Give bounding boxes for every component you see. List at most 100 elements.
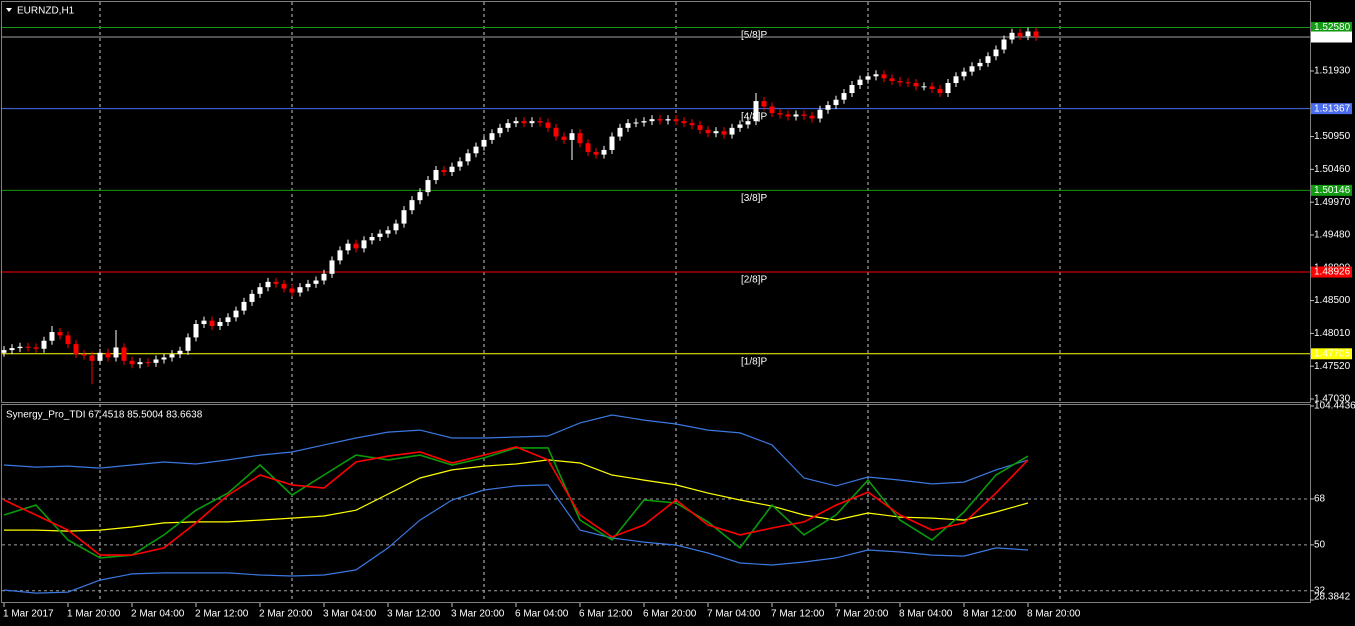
y-tick-label: 1.50460 xyxy=(1314,164,1351,175)
candle-body xyxy=(985,56,991,63)
menu-arrow[interactable] xyxy=(6,8,12,12)
indicator-line xyxy=(3,484,1029,594)
candle-body xyxy=(977,62,983,67)
x-tick-label: 2 Mar 04:00 xyxy=(131,609,185,620)
candle-body xyxy=(201,320,207,325)
candle-body xyxy=(841,93,847,100)
candle-body xyxy=(369,236,375,241)
candle-body xyxy=(625,123,631,128)
candle-body xyxy=(777,113,783,115)
candle-body xyxy=(497,127,503,134)
candle-body xyxy=(505,123,511,128)
level-name: [1/8]P xyxy=(741,356,767,367)
level-box-label: 1.48926 xyxy=(1314,267,1351,278)
candle-body xyxy=(529,121,535,124)
candle-body xyxy=(809,115,815,119)
y-tick-label: 68 xyxy=(1314,494,1326,505)
candle-body xyxy=(249,293,255,302)
y-tick-label: 1.48010 xyxy=(1314,328,1351,339)
x-tick-label: 1 Mar 2017 xyxy=(3,609,54,620)
y-tick-label: 50 xyxy=(1314,540,1326,551)
candle-body xyxy=(569,133,575,140)
candle-body xyxy=(129,360,135,365)
candle-body xyxy=(9,348,15,351)
candle-body xyxy=(393,223,399,231)
indicator-line xyxy=(3,446,1029,556)
level-box xyxy=(1311,348,1352,360)
candle-body xyxy=(257,287,263,294)
level-box xyxy=(1311,266,1352,278)
candle-body xyxy=(457,161,463,167)
candle-body xyxy=(1033,31,1039,38)
candle-body xyxy=(801,114,807,116)
candle-body xyxy=(321,273,327,281)
candle-body xyxy=(849,85,855,94)
candle-body xyxy=(41,340,47,349)
candle-body xyxy=(761,101,767,107)
candle-body xyxy=(673,119,679,122)
candle-body xyxy=(105,352,111,358)
y-tick-label: 1.49480 xyxy=(1314,230,1351,241)
candle-body xyxy=(481,139,487,147)
candle-body xyxy=(793,114,799,117)
candle-body xyxy=(681,121,687,124)
x-tick-label: 8 Mar 20:00 xyxy=(1027,609,1081,620)
level-box-label: 1.47705 xyxy=(1314,348,1351,359)
candle-body xyxy=(217,321,223,327)
candle-body xyxy=(177,350,183,355)
x-tick-label: 6 Mar 12:00 xyxy=(579,609,633,620)
candle-body xyxy=(281,283,287,289)
candle-body xyxy=(537,121,543,123)
candle-body xyxy=(377,233,383,237)
current-price-box xyxy=(1311,31,1352,43)
candle-body xyxy=(601,149,607,155)
candle-body xyxy=(785,114,791,117)
candle-body xyxy=(385,230,391,234)
candle-body xyxy=(721,131,727,135)
y-tick-label: 1.48500 xyxy=(1314,295,1351,306)
candle-body xyxy=(745,121,751,125)
candle-body xyxy=(449,166,455,173)
candle-body xyxy=(337,250,343,261)
candle-body xyxy=(913,83,919,87)
x-tick-label: 7 Mar 04:00 xyxy=(707,609,761,620)
candle-body xyxy=(65,335,71,345)
candle-body xyxy=(633,122,639,124)
candle-body xyxy=(577,133,583,144)
x-tick-label: 1 Mar 20:00 xyxy=(67,609,121,620)
candle-body xyxy=(153,359,159,363)
candle-body xyxy=(873,74,879,77)
level-name: [5/8]P xyxy=(741,30,767,41)
candle-body xyxy=(665,119,671,121)
y-tick-label: 28.3842 xyxy=(1314,592,1351,603)
candle-body xyxy=(57,332,63,336)
candle-body xyxy=(881,74,887,79)
candle-body xyxy=(1001,39,1007,50)
x-tick-label: 2 Mar 20:00 xyxy=(259,609,313,620)
x-tick-label: 3 Mar 12:00 xyxy=(387,609,441,620)
candle-body xyxy=(641,121,647,123)
candle-body xyxy=(689,123,695,126)
candle-body xyxy=(425,180,431,193)
candle-body xyxy=(169,354,175,358)
candle-body xyxy=(617,127,623,137)
y-tick-label: 104.4436 xyxy=(1314,401,1355,412)
candle-body xyxy=(705,129,711,134)
candle-body xyxy=(113,347,119,358)
level-box-label: 1.50146 xyxy=(1314,185,1351,196)
x-tick-label: 7 Mar 20:00 xyxy=(835,609,889,620)
candle-body xyxy=(409,200,415,211)
candle-body xyxy=(553,127,559,137)
candle-body xyxy=(17,346,23,349)
candle-body xyxy=(697,125,703,130)
candle-body xyxy=(361,240,367,249)
y-tick-label: 1.49970 xyxy=(1314,197,1351,208)
candle-body xyxy=(25,346,31,348)
candle-body xyxy=(401,210,407,224)
candle-body xyxy=(73,344,79,355)
candle-body xyxy=(417,192,423,201)
candle-body xyxy=(825,105,831,110)
candle-body xyxy=(857,79,863,86)
candle-body xyxy=(265,281,271,288)
